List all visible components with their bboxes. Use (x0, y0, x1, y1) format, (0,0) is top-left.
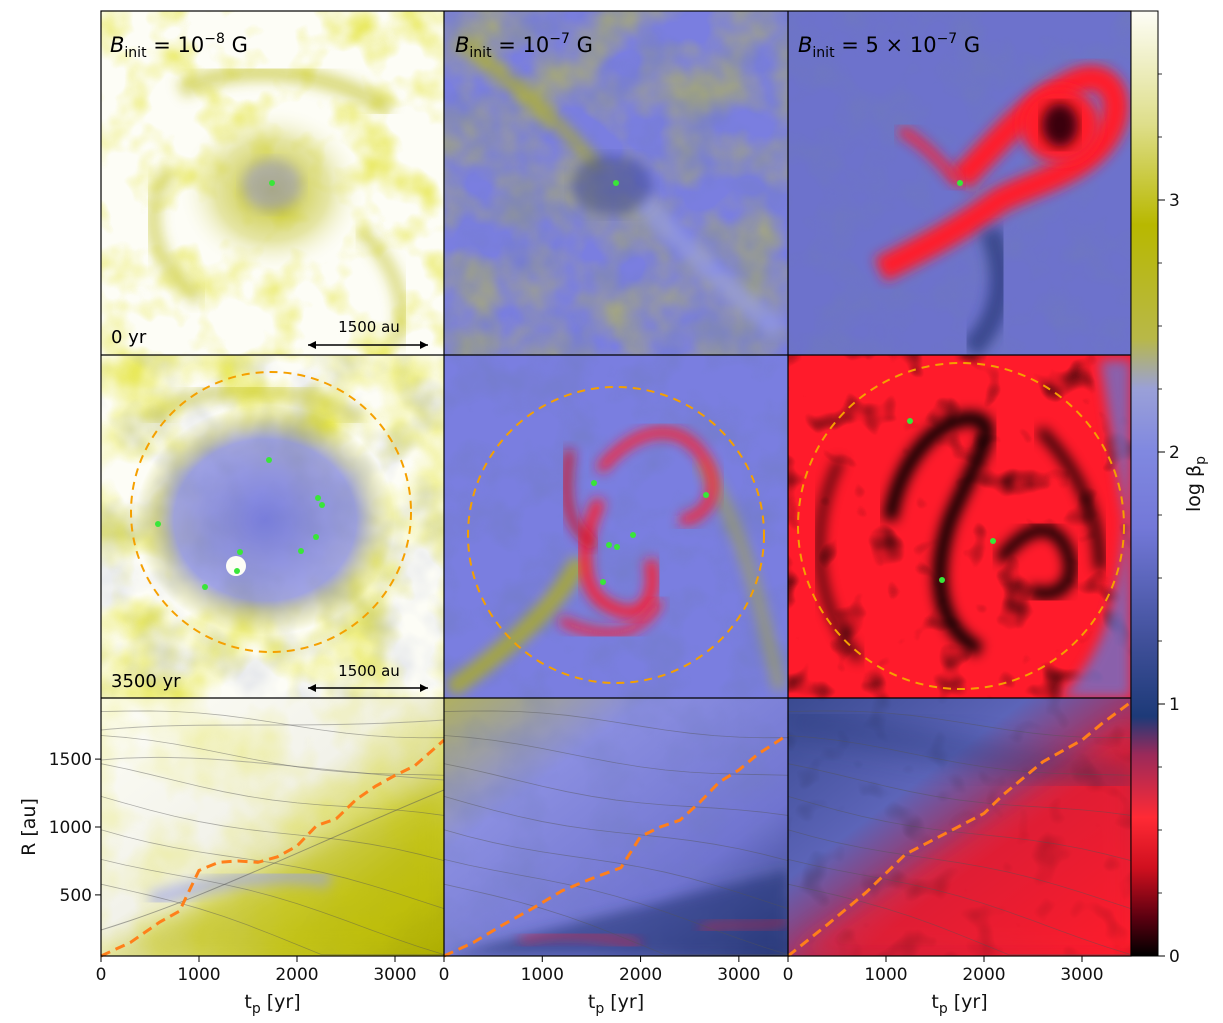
sink-particle-20 (990, 538, 996, 544)
contours-col2 (443, 710, 789, 956)
dashed-curve-col1 (100, 738, 445, 958)
x-tick-label: 1000 (864, 965, 907, 985)
x-tick-label: 2000 (962, 965, 1005, 985)
y-tick-label: 1500 (49, 750, 92, 770)
scalebar-label-row1: 1500 au (338, 318, 400, 336)
title-col3: Binit = 5 × 10−7 G (798, 31, 980, 61)
x-tick-label: 1000 (177, 965, 220, 985)
colorbar-tick-label: 3 (1169, 191, 1180, 211)
y-tick-label: 500 (60, 886, 92, 906)
x-tick-label: 0 (783, 965, 794, 985)
x-axis-label-col2: tp [yr] (588, 991, 644, 1017)
panel-r3-c1 (101, 698, 444, 956)
sink-particle-15 (606, 542, 612, 548)
contours-col3 (787, 710, 1132, 956)
x-tick-label: 2000 (275, 965, 318, 985)
sink-particle-3 (957, 180, 963, 186)
sink-particle-11 (234, 568, 240, 574)
x-axis-label-col1: tp [yr] (244, 991, 300, 1017)
panel-r2-c3 (788, 355, 1131, 698)
x-tick-label: 0 (96, 965, 107, 985)
sink-particle-21 (939, 577, 945, 583)
y-axis-label: R [au] (18, 798, 40, 856)
boundary-circle-1 (130, 371, 412, 653)
sink-particle-9 (313, 534, 319, 540)
x-tick-label: 0 (439, 965, 450, 985)
dashed-curve-col3 (787, 700, 1132, 958)
colorbar-label: log βp (1183, 456, 1209, 512)
x-tick-label: 3000 (373, 965, 416, 985)
sink-particle-12 (202, 584, 208, 590)
panel-borders (100, 10, 1132, 957)
sink-particle-19 (907, 418, 913, 424)
scalebar-label-row2: 1500 au (338, 662, 400, 680)
panel-r3-c2 (444, 698, 788, 956)
sink-particle-10 (298, 548, 304, 554)
panel-r2-c2 (444, 355, 788, 698)
time-label-row1: 0 yr (111, 327, 147, 348)
scalebar-row2: 1500 au (308, 662, 428, 692)
sink-particle-2 (613, 180, 619, 186)
rt-axes: 0 1000 2000 3000 tp [yr] 0 1000 2000 3000 tp [yr]… (49, 750, 1104, 1017)
x-tick-label: 2000 (619, 965, 662, 985)
contours-col1 (100, 710, 445, 956)
sink-particle-6 (319, 502, 325, 508)
x-tick-label: 3000 (1060, 965, 1103, 985)
y-tick-label: 1000 (49, 818, 92, 838)
sink-particle-8 (237, 549, 243, 555)
colorbar: 0 1 2 3 log βp (1130, 10, 1209, 967)
x-tick-label: 1000 (521, 965, 564, 985)
x-axis-label-col3: tp [yr] (931, 991, 987, 1017)
sink-particle-13 (591, 480, 597, 486)
panel-r2-c1 (101, 355, 444, 698)
colorbar-tick-label: 1 (1169, 695, 1180, 715)
boundary-circle-2 (467, 386, 765, 684)
title-col1: Binit = 10−8 G (110, 31, 248, 61)
x-tick-label: 3000 (717, 965, 760, 985)
sink-particle-7 (155, 521, 161, 527)
colorbar-tick-label: 0 (1169, 947, 1180, 967)
sink-particle-14 (703, 492, 709, 498)
sink-particle-1 (269, 180, 275, 186)
boundary-circle-3 (797, 362, 1125, 690)
scalebar-row1: 1500 au (308, 318, 428, 349)
time-label-row2: 3500 yr (111, 671, 181, 692)
title-col2: Binit = 10−7 G (455, 31, 593, 61)
sink-particle-16 (614, 544, 620, 550)
sink-particle-5 (315, 495, 321, 501)
column-titles: Binit = 10−8 G Binit = 10−7 G Binit = 5 … (110, 31, 980, 61)
colorbar-tick-label: 2 (1169, 443, 1180, 463)
sink-particle-4 (266, 457, 272, 463)
sink-particle-17 (630, 532, 636, 538)
sink-particle-18 (600, 579, 606, 585)
